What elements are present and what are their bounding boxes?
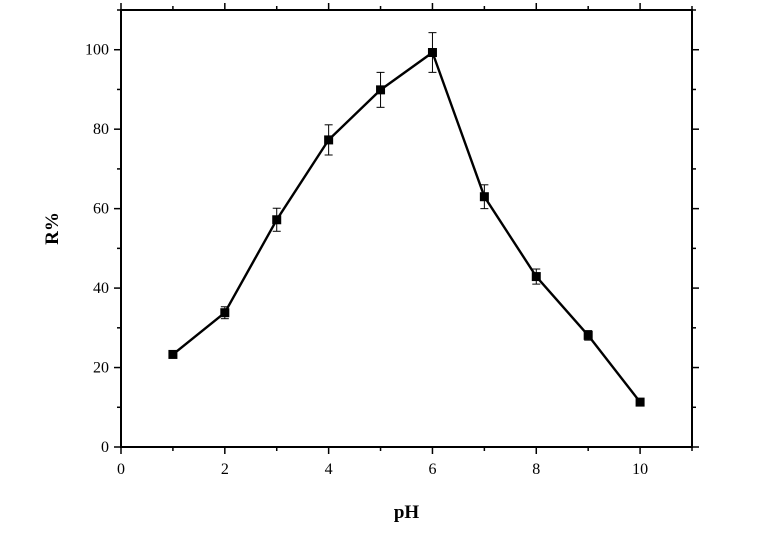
y-axis-title: R%: [42, 212, 63, 245]
data-layer: [168, 32, 645, 407]
data-point: [376, 85, 386, 95]
label-layer: pH R%: [42, 212, 419, 523]
y-tick-label: 0: [101, 439, 109, 456]
x-tick-label: 6: [428, 461, 436, 478]
series-line: [172, 51, 642, 403]
plot-frame: [120, 9, 693, 448]
y-tick-label: 60: [93, 201, 109, 218]
x-tick-label: 10: [632, 461, 648, 478]
data-point: [635, 397, 645, 407]
data-point: [272, 215, 282, 225]
data-point: [583, 330, 593, 340]
data-point: [168, 349, 178, 359]
x-tick-label: 4: [325, 461, 333, 478]
y-tick-label: 20: [93, 360, 109, 377]
x-tick-label: 2: [221, 461, 229, 478]
data-point: [427, 48, 437, 58]
y-tick-label: 40: [93, 280, 109, 297]
data-point: [479, 192, 489, 202]
data-point: [531, 272, 541, 282]
data-point: [220, 308, 230, 318]
x-tick-label: 8: [532, 461, 540, 478]
y-tick-label: 80: [93, 121, 109, 138]
x-axis-title: pH: [394, 502, 420, 523]
x-tick-label: 0: [117, 461, 125, 478]
data-point: [324, 135, 334, 145]
y-tick-label: 100: [85, 42, 109, 59]
